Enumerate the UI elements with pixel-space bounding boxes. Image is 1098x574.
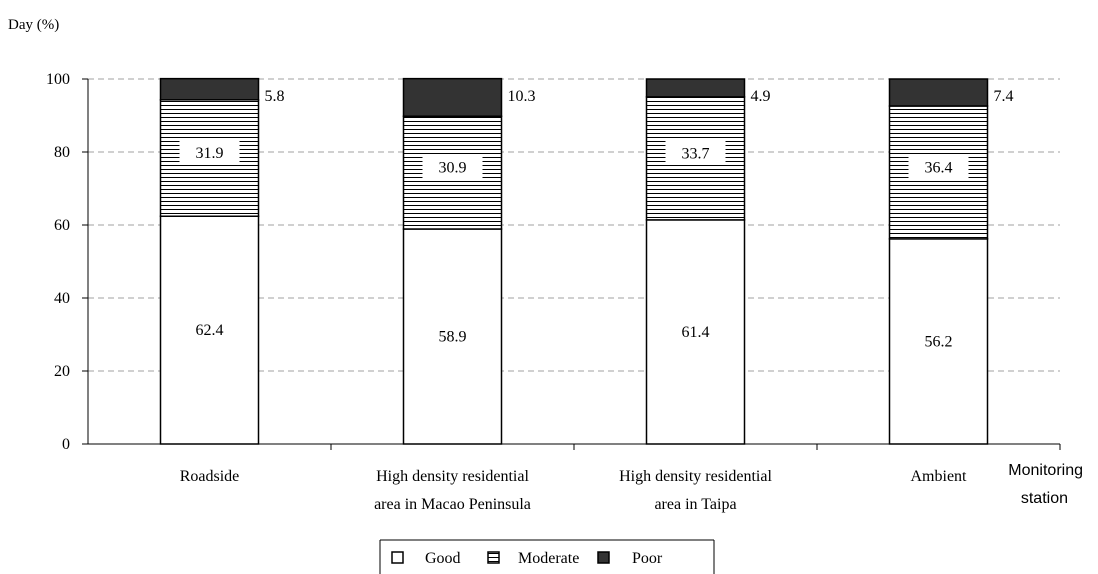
bar-segment-poor bbox=[645, 78, 746, 98]
bar-segment-poor bbox=[888, 78, 989, 107]
data-label-poor: 5.8 bbox=[265, 88, 285, 105]
y-axis-label: Day (%) bbox=[8, 17, 59, 33]
bar-segment-poor bbox=[159, 77, 260, 101]
y-tick-label: 40 bbox=[54, 290, 70, 307]
category-label: Roadside bbox=[180, 468, 240, 485]
category-labels: Roadside High density residential area in … bbox=[180, 468, 967, 513]
data-label-box bbox=[908, 154, 969, 179]
axes bbox=[82, 78, 1061, 450]
data-label-poor: 7.4 bbox=[994, 88, 1014, 105]
legend-label-good: Good bbox=[425, 550, 461, 567]
data-label-good: 61.4 bbox=[682, 324, 710, 341]
y-tick-label: 100 bbox=[46, 71, 70, 88]
bars: 62.4 31.9 5.8 58.9 30.9 10.3 61.4 33.7 4.9 56.2 36… bbox=[159, 77, 1014, 445]
x-axis-label-line1: Monitoring bbox=[1008, 462, 1083, 479]
data-label-moderate: 36.4 bbox=[925, 159, 953, 176]
data-label-good: 56.2 bbox=[925, 333, 953, 350]
data-label-moderate: 31.9 bbox=[196, 145, 224, 162]
y-tick-label: 60 bbox=[54, 217, 70, 234]
data-label-box bbox=[665, 140, 726, 165]
bar-segment-good bbox=[645, 219, 746, 445]
legend-label-poor: Poor bbox=[632, 550, 663, 567]
bar-segment-good bbox=[402, 228, 503, 445]
y-tick-label: 20 bbox=[54, 363, 70, 380]
data-label-good: 62.4 bbox=[196, 322, 224, 339]
bar-segment-good bbox=[888, 238, 989, 445]
data-label-box bbox=[422, 154, 483, 179]
category-label: area in Macao Peninsula bbox=[374, 496, 531, 513]
data-label-poor: 10.3 bbox=[508, 88, 536, 105]
x-axis-label-line2: station bbox=[1021, 490, 1068, 507]
category-label: High density residential bbox=[619, 468, 772, 485]
legend-label-moderate: Moderate bbox=[518, 550, 579, 567]
tick-labels: 0 20 40 60 80 100 bbox=[46, 71, 70, 453]
data-label-box bbox=[179, 140, 240, 165]
bar-segment-poor bbox=[402, 77, 503, 117]
data-label-moderate: 33.7 bbox=[682, 145, 710, 162]
legend: Good Moderate Poor bbox=[379, 539, 715, 574]
data-label-good: 58.9 bbox=[439, 329, 467, 346]
data-label-poor: 4.9 bbox=[751, 88, 771, 105]
bar-segment-good bbox=[159, 215, 260, 445]
legend-box bbox=[380, 540, 714, 574]
legend-swatch-good bbox=[391, 551, 404, 564]
category-label: Ambient bbox=[911, 468, 968, 485]
data-label-moderate: 30.9 bbox=[439, 160, 467, 177]
y-tick-label: 0 bbox=[62, 436, 70, 453]
legend-swatch-poor bbox=[597, 551, 610, 564]
category-label: High density residential bbox=[376, 468, 529, 485]
y-tick-label: 80 bbox=[54, 144, 70, 161]
category-label: area in Taipa bbox=[654, 496, 736, 513]
legend-swatch-moderate bbox=[487, 551, 500, 564]
